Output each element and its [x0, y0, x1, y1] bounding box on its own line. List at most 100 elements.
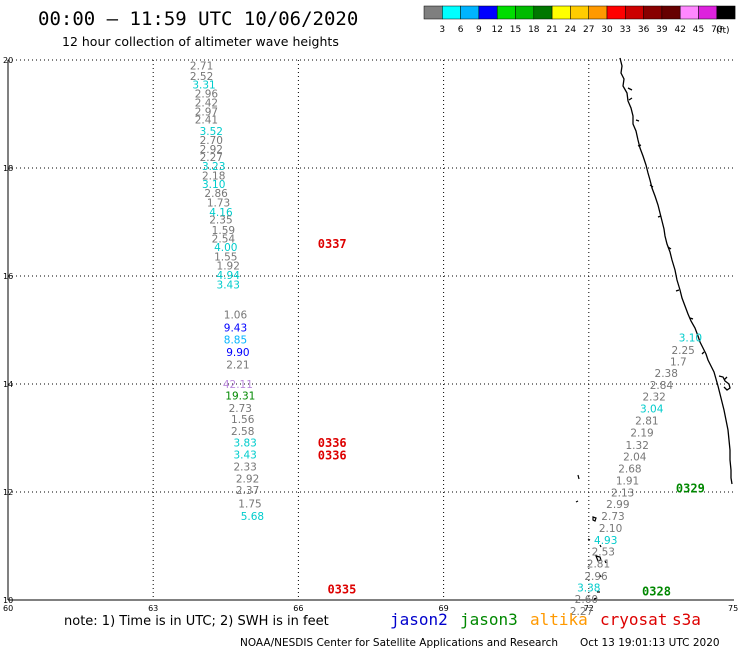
wave-height-label: 2.27: [570, 606, 593, 618]
wave-height-label: 2.52: [190, 71, 213, 83]
track-time-label: 0329: [676, 482, 705, 496]
wave-height-label: 1.06: [224, 310, 248, 322]
map-title: 00:00 – 11:59 UTC 10/06/2020: [38, 8, 358, 30]
wave-height-label: 2.27: [200, 152, 223, 164]
x-tick-label: 63: [148, 604, 158, 613]
wave-height-label: 2.10: [599, 523, 622, 535]
wave-height-label: 2.19: [630, 427, 653, 439]
track-time-label: 0335: [327, 583, 356, 597]
footer-note: note: 1) Time is in UTC; 2) SWH is in fe…: [64, 614, 329, 629]
track-time-label: 0336: [318, 436, 347, 450]
map-subtitle: 12 hour collection of altimeter wave hei…: [62, 34, 339, 49]
wave-height-label: 1.75: [238, 499, 261, 511]
satellite-label-cryosat: cryosat: [600, 610, 667, 629]
wave-height-label: 9.43: [224, 323, 247, 335]
x-tick-label: 72: [584, 604, 594, 613]
wave-height-label: 3.10: [202, 179, 225, 191]
wave-height-label: 9.90: [226, 347, 249, 359]
coastline: [575, 57, 733, 600]
color-scale-legend: 3 6 9 12 15 18 21 24 27 30 33 36 39 42 45 70: [423, 5, 736, 35]
legend-swatch: [478, 5, 498, 20]
island-group: [575, 474, 607, 600]
satellite-label-jason2: jason2: [390, 610, 448, 629]
satellite-label-altika: altika: [530, 610, 588, 629]
footer-credit: NOAA/NESDIS Center for Satellite Applica…: [240, 637, 558, 649]
wave-height-label: 5.68: [241, 511, 264, 523]
y-tick-label: 14: [3, 380, 13, 389]
track-time-label: 0336: [318, 449, 347, 463]
legend-label: 12: [491, 25, 502, 35]
wave-height-label: 1.91: [616, 475, 639, 487]
x-tick-label: 69: [439, 604, 449, 613]
wave-height-label: 2.58: [231, 426, 254, 438]
legend-swatch: [698, 5, 718, 20]
legend-swatch: [625, 5, 644, 20]
y-tick-label: 18: [3, 164, 13, 173]
wave-height-label: 2.37: [236, 485, 259, 497]
wave-height-label: 2.70: [200, 135, 223, 147]
wave-height-label: 2.96: [195, 88, 219, 100]
wave-height-label: 2.68: [618, 464, 641, 476]
track-time-label: 0328: [642, 585, 671, 599]
wave-height-label: 2.32: [642, 392, 665, 404]
legend-swatch: [679, 5, 699, 20]
wave-height-label: 2.73: [601, 511, 624, 523]
legend-swatch: [606, 5, 626, 20]
wave-height-label: 2.38: [655, 368, 678, 380]
wave-height-label: 2.81: [587, 559, 610, 571]
wave-height-label: 2.25: [671, 345, 694, 357]
map-grid: [7, 59, 734, 601]
wave-height-label: 3.83: [233, 438, 256, 450]
wave-height-label: 2.33: [233, 461, 256, 473]
wave-height-label: 1.55: [214, 251, 237, 263]
wave-height-label: 1.92: [217, 261, 240, 273]
wave-height-label: 2.99: [606, 499, 629, 511]
legend-swatch: [661, 5, 681, 20]
wave-height-label: 2.41: [195, 115, 218, 127]
wave-height-label: 2.71: [190, 61, 213, 73]
wave-height-label: 1.59: [212, 225, 235, 237]
y-tick-label: 16: [3, 272, 13, 281]
legend-label: 27: [583, 25, 594, 35]
wave-height-label: 19.31: [225, 391, 255, 403]
x-tick-label: 60: [3, 604, 13, 613]
wave-height-label: 2.04: [623, 452, 647, 464]
legend-label: 30: [601, 25, 613, 35]
wave-height-label: 3.31: [192, 80, 215, 92]
axis-ticks: 60 63 66 69 72 75 10 12 14 16 18 20: [3, 56, 738, 613]
wave-height-label: 3.38: [577, 582, 600, 594]
legend-label: 39: [656, 25, 668, 35]
wave-height-label: 2.92: [200, 144, 223, 156]
wave-height-label: 3.10: [679, 332, 702, 344]
wave-height-labels: 2.712.523.312.962.422.972.413.522.702.92…: [190, 61, 702, 618]
wave-height-label: 2.18: [202, 170, 225, 182]
legend-swatch: [496, 5, 516, 20]
wave-height-label: 2.42: [195, 97, 218, 109]
track-time-label: 0337: [318, 237, 347, 251]
legend-label: 3: [439, 25, 445, 35]
wave-height-label: 2.60: [575, 594, 598, 606]
legend-swatch: [423, 5, 443, 20]
legend-swatch: [442, 5, 461, 20]
wave-height-label: 1.7: [670, 357, 687, 369]
satellite-label-s3a: s3a: [672, 610, 701, 629]
wave-height-label: 2.97: [195, 107, 218, 119]
legend-swatch: [533, 5, 553, 20]
legend-label: 6: [458, 25, 464, 35]
legend-label: 70: [711, 25, 723, 35]
wave-height-label: 2.53: [592, 547, 615, 559]
legend-label: 21: [546, 25, 557, 35]
legend-swatch: [515, 5, 535, 20]
x-tick-label: 66: [293, 604, 303, 613]
wave-height-label: 4.94: [217, 270, 241, 282]
wave-height-label: 4.93: [594, 535, 617, 547]
wave-height-label: 4.00: [214, 242, 237, 254]
satellite-label-jason3: jason3: [460, 610, 518, 629]
legend-label: 9: [476, 25, 482, 35]
legend-swatch: [716, 5, 736, 20]
wave-height-label: 2.92: [236, 473, 259, 485]
wave-height-label: 8.85: [224, 335, 247, 347]
wave-height-label: 42.11: [223, 379, 253, 391]
